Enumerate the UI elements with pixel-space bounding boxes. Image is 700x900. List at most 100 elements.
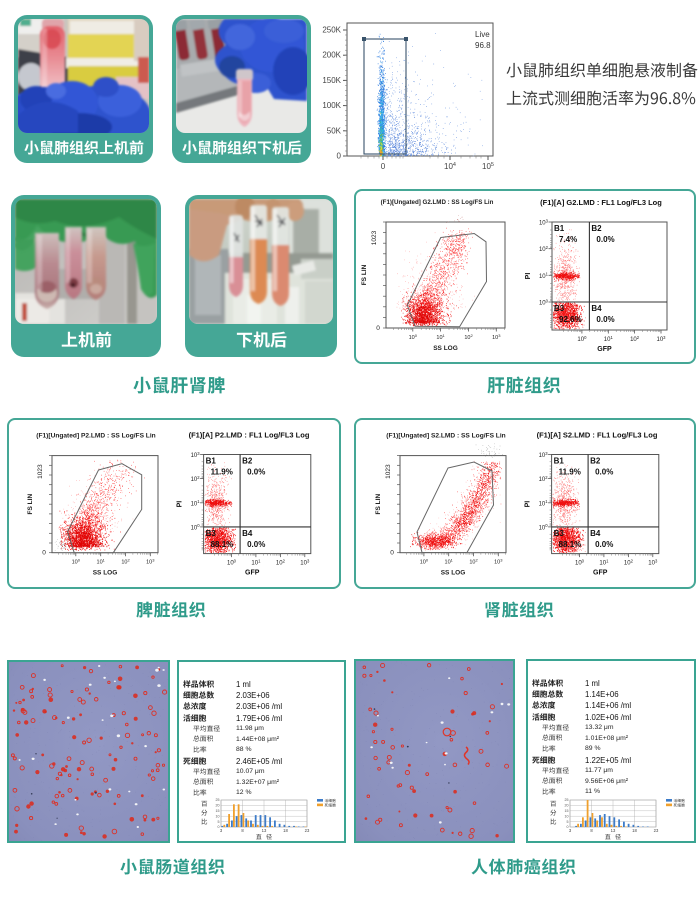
svg-text:101: 101	[251, 558, 261, 566]
svg-text:100: 100	[420, 558, 429, 566]
svg-text:B3: B3	[554, 304, 565, 313]
svg-text:1023: 1023	[385, 464, 392, 479]
svg-text:0: 0	[337, 152, 342, 161]
svg-text:100: 100	[575, 558, 585, 566]
svg-text:100: 100	[191, 523, 201, 531]
svg-text:0.0%: 0.0%	[247, 540, 265, 549]
svg-text:13: 13	[611, 828, 616, 833]
svg-text:103: 103	[494, 558, 503, 566]
svg-text:B2: B2	[242, 457, 253, 466]
svg-text:102: 102	[121, 558, 130, 566]
svg-text:10: 10	[216, 814, 220, 818]
svg-text:(F1)[A] G2.LMD : FL1 Log/FL3 L: (F1)[A] G2.LMD : FL1 Log/FL3 Log	[540, 198, 662, 207]
svg-text:102: 102	[539, 475, 549, 483]
svg-text:25: 25	[565, 798, 569, 802]
svg-text:0.0%: 0.0%	[247, 468, 265, 477]
svg-text:3: 3	[569, 828, 572, 833]
svg-text:0.0%: 0.0%	[595, 468, 613, 477]
svg-text:B4: B4	[242, 529, 253, 538]
svg-text:101: 101	[191, 499, 201, 507]
svg-text:13: 13	[262, 828, 267, 833]
svg-text:1023: 1023	[37, 464, 44, 479]
svg-text:0: 0	[42, 550, 46, 557]
svg-text:5: 5	[218, 820, 220, 824]
svg-text:103: 103	[656, 335, 666, 343]
svg-text:105: 105	[482, 162, 494, 171]
svg-text:B3: B3	[206, 529, 217, 538]
svg-text:B1: B1	[554, 224, 565, 233]
svg-text:SS LOG: SS LOG	[433, 345, 458, 352]
svg-text:10: 10	[565, 814, 569, 818]
svg-text:GFP: GFP	[597, 346, 612, 353]
svg-text:15: 15	[565, 809, 569, 813]
svg-text:96.8: 96.8	[475, 41, 491, 50]
svg-text:0: 0	[218, 825, 220, 829]
svg-text:8: 8	[241, 828, 244, 833]
svg-text:101: 101	[539, 499, 549, 507]
svg-text:0.0%: 0.0%	[596, 235, 614, 244]
svg-text:102: 102	[624, 558, 634, 566]
svg-text:PI: PI	[525, 501, 532, 508]
svg-text:101: 101	[604, 335, 614, 343]
svg-text:(F1)[Ungated] P2.LMD : SS Log/: (F1)[Ungated] P2.LMD : SS Log/FS Lin	[36, 433, 155, 440]
svg-text:B2: B2	[591, 224, 602, 233]
svg-text:0: 0	[390, 550, 394, 557]
svg-text:20: 20	[216, 804, 220, 808]
svg-text:0: 0	[376, 325, 380, 332]
svg-text:250K: 250K	[322, 26, 341, 35]
svg-text:100: 100	[577, 335, 587, 343]
svg-text:B4: B4	[591, 304, 602, 313]
svg-text:B1: B1	[554, 457, 565, 466]
svg-text:SS LOG: SS LOG	[93, 570, 118, 577]
svg-text:(F1)[A] S2.LMD : FL1 Log/FL3 L: (F1)[A] S2.LMD : FL1 Log/FL3 Log	[537, 431, 658, 440]
svg-text:103: 103	[539, 451, 549, 459]
svg-text:8: 8	[590, 828, 593, 833]
svg-text:101: 101	[97, 558, 106, 566]
svg-text:103: 103	[539, 218, 549, 226]
svg-text:100: 100	[227, 558, 237, 566]
svg-text:1023: 1023	[371, 230, 378, 245]
svg-text:0.0%: 0.0%	[596, 315, 614, 324]
svg-text:102: 102	[539, 245, 549, 253]
svg-text:101: 101	[436, 333, 445, 341]
svg-text:101: 101	[445, 558, 454, 566]
svg-text:FS LIN: FS LIN	[375, 494, 382, 515]
svg-text:18: 18	[283, 828, 288, 833]
svg-text:B2: B2	[590, 457, 601, 466]
svg-text:23: 23	[305, 828, 310, 833]
svg-text:7.4%: 7.4%	[559, 235, 577, 244]
svg-text:150K: 150K	[322, 76, 341, 85]
svg-text:5: 5	[567, 820, 569, 824]
svg-text:3: 3	[220, 828, 223, 833]
svg-text:92.6%: 92.6%	[559, 315, 582, 324]
svg-text:B3: B3	[554, 529, 565, 538]
svg-text:15: 15	[216, 809, 220, 813]
svg-text:0: 0	[567, 825, 569, 829]
svg-text:50K: 50K	[327, 126, 342, 135]
svg-text:25: 25	[216, 798, 220, 802]
svg-text:GFP: GFP	[245, 570, 260, 577]
svg-text:FS LIN: FS LIN	[27, 494, 34, 515]
svg-text:GFP: GFP	[593, 570, 608, 577]
svg-text:101: 101	[599, 558, 609, 566]
svg-text:0.0%: 0.0%	[595, 540, 613, 549]
svg-text:11.9%: 11.9%	[211, 468, 233, 477]
svg-text:102: 102	[276, 558, 286, 566]
svg-text:102: 102	[464, 333, 473, 341]
svg-text:11.9%: 11.9%	[559, 468, 581, 477]
svg-text:100: 100	[539, 298, 549, 306]
svg-text:102: 102	[469, 558, 478, 566]
svg-text:100: 100	[409, 333, 418, 341]
svg-text:100: 100	[539, 523, 549, 531]
svg-text:(F1)[Ungated] S2.LMD : SS Log/: (F1)[Ungated] S2.LMD : SS Log/FS Lin	[386, 433, 505, 440]
svg-text:SS LOG: SS LOG	[441, 570, 466, 577]
svg-text:100: 100	[72, 558, 81, 566]
svg-text:103: 103	[191, 451, 201, 459]
svg-text:(F1)[A] P2.LMD : FL1 Log/FL3 L: (F1)[A] P2.LMD : FL1 Log/FL3 Log	[189, 431, 310, 440]
svg-text:102: 102	[191, 475, 201, 483]
svg-text:200K: 200K	[322, 51, 341, 60]
svg-text:PI: PI	[525, 273, 532, 280]
svg-text:100K: 100K	[322, 101, 341, 110]
svg-text:104: 104	[444, 162, 456, 171]
svg-text:PI: PI	[177, 501, 184, 508]
